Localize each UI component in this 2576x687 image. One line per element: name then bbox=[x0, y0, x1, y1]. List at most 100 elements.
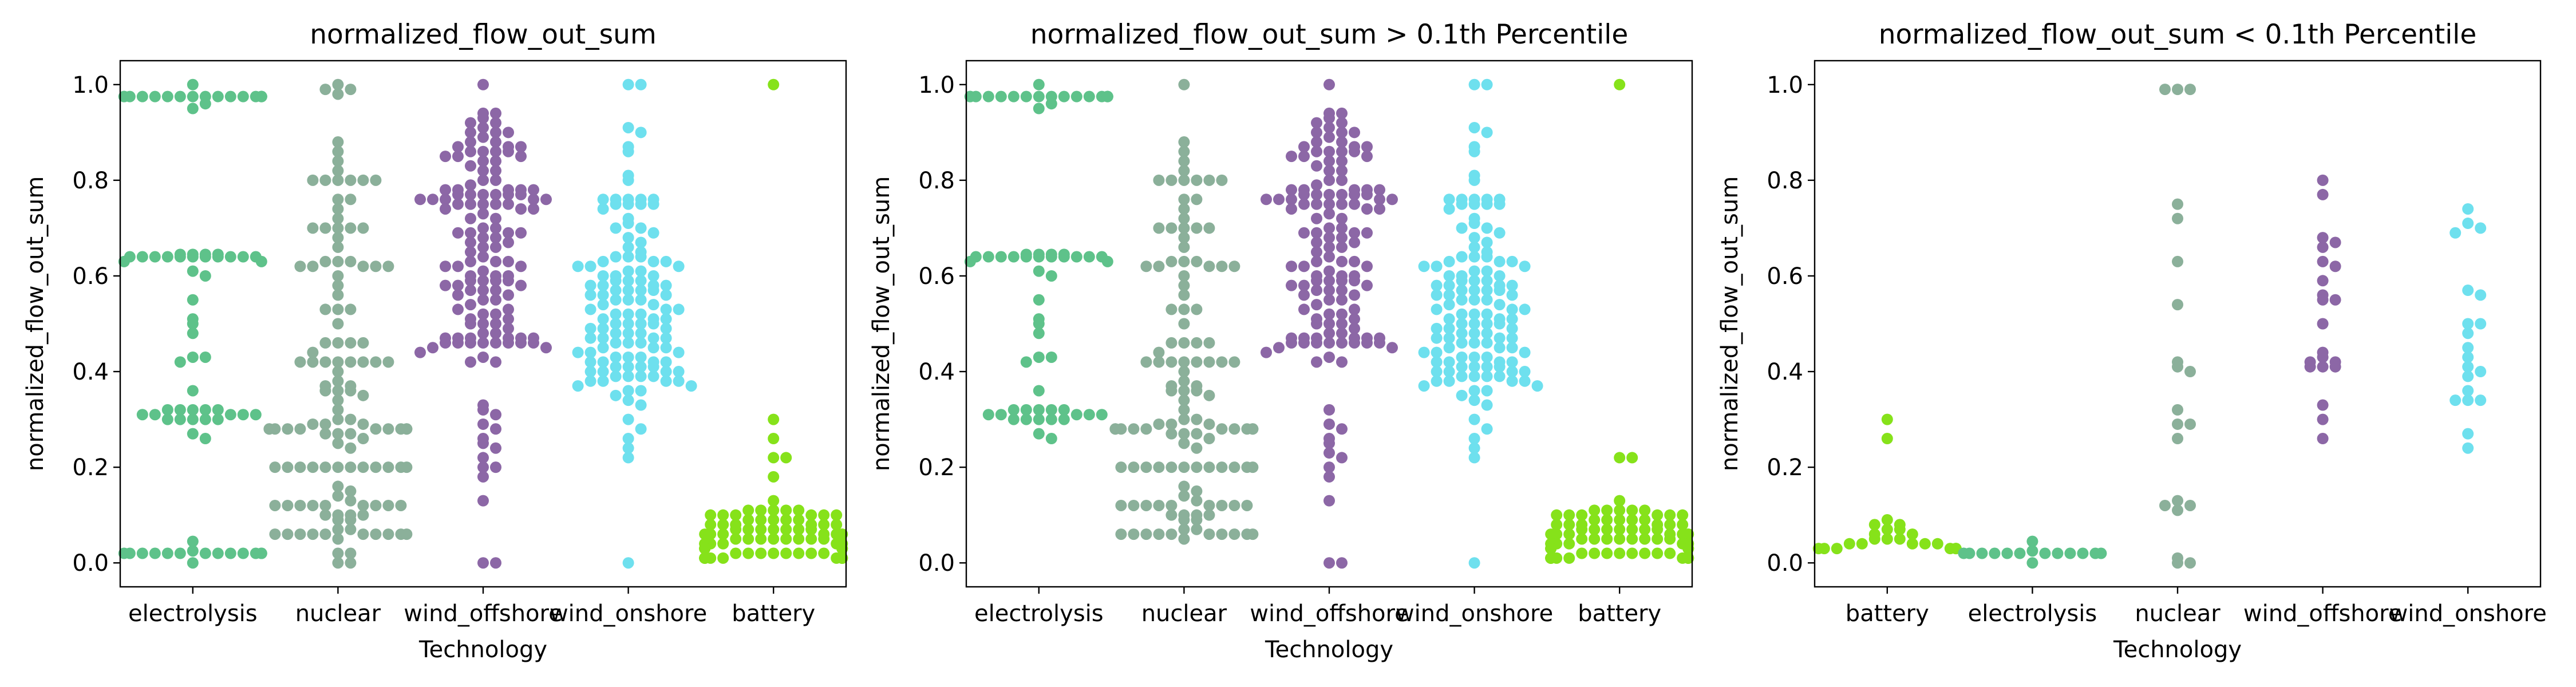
data-point bbox=[332, 461, 344, 473]
data-point bbox=[490, 117, 501, 129]
data-point bbox=[490, 127, 501, 139]
x-tick-label: electrolysis bbox=[1968, 601, 2097, 627]
data-point bbox=[2475, 318, 2487, 330]
data-point bbox=[187, 78, 199, 90]
data-point bbox=[1323, 351, 1335, 363]
data-point bbox=[401, 461, 413, 473]
data-point bbox=[660, 332, 672, 344]
data-point bbox=[401, 528, 413, 540]
data-point bbox=[1165, 255, 1178, 267]
data-point bbox=[382, 528, 394, 540]
data-point bbox=[465, 246, 476, 258]
data-point bbox=[357, 461, 369, 473]
data-point bbox=[818, 519, 830, 531]
data-point bbox=[755, 547, 767, 559]
data-point bbox=[1191, 461, 1203, 473]
data-point bbox=[370, 499, 382, 511]
data-point bbox=[319, 303, 331, 315]
data-point bbox=[768, 433, 780, 445]
series-electrolysis bbox=[964, 78, 1113, 445]
x-tick-label: electrolysis bbox=[974, 601, 1104, 627]
data-point bbox=[370, 356, 382, 368]
data-point bbox=[647, 255, 659, 267]
data-point bbox=[2462, 394, 2474, 406]
data-point bbox=[440, 184, 451, 196]
data-point bbox=[768, 471, 780, 483]
data-point bbox=[2172, 404, 2183, 416]
data-point bbox=[768, 523, 780, 535]
data-point bbox=[1008, 90, 1020, 102]
data-point bbox=[2304, 361, 2316, 373]
data-point bbox=[1323, 241, 1335, 253]
data-point bbox=[1311, 255, 1322, 267]
data-point bbox=[1443, 366, 1455, 378]
data-point bbox=[1083, 251, 1095, 263]
data-point bbox=[174, 90, 186, 102]
data-point bbox=[1323, 461, 1335, 473]
data-point bbox=[1481, 294, 1493, 306]
data-point bbox=[1494, 342, 1506, 354]
data-point bbox=[370, 461, 382, 473]
data-point bbox=[490, 188, 501, 200]
data-point bbox=[477, 404, 489, 416]
data-point bbox=[1203, 222, 1215, 234]
data-point bbox=[465, 179, 476, 191]
data-point bbox=[1431, 356, 1443, 368]
data-point bbox=[673, 303, 685, 315]
data-point bbox=[1494, 318, 1506, 330]
data-point bbox=[1481, 236, 1493, 248]
data-point bbox=[1191, 442, 1203, 454]
data-point bbox=[319, 222, 331, 234]
x-tick-label: wind_offshore bbox=[1250, 601, 1408, 627]
data-point bbox=[1652, 509, 1664, 521]
data-point bbox=[1639, 533, 1651, 545]
data-point bbox=[414, 346, 426, 358]
data-point bbox=[1153, 222, 1165, 234]
data-point bbox=[515, 227, 527, 239]
data-point bbox=[1614, 495, 1626, 507]
data-point bbox=[836, 543, 848, 555]
y-tick-label: 0.0 bbox=[1767, 550, 1803, 577]
data-point bbox=[1286, 260, 1297, 273]
data-point bbox=[212, 90, 224, 102]
data-point bbox=[635, 275, 647, 287]
x-tick-label: nuclear bbox=[1141, 601, 1227, 627]
data-point bbox=[2172, 255, 2183, 267]
data-point bbox=[2475, 394, 2487, 406]
data-point bbox=[1311, 246, 1322, 258]
y-tick-label: 0.4 bbox=[1767, 359, 1803, 385]
data-point bbox=[319, 84, 331, 96]
data-point bbox=[1894, 533, 1906, 545]
data-point bbox=[1481, 78, 1493, 90]
data-point bbox=[332, 404, 344, 416]
data-point bbox=[199, 547, 211, 559]
data-point bbox=[1468, 394, 1480, 406]
data-point bbox=[1033, 102, 1045, 114]
data-point bbox=[584, 279, 596, 291]
data-point bbox=[332, 437, 344, 449]
data-point bbox=[1070, 409, 1082, 421]
data-point bbox=[382, 423, 394, 435]
data-point bbox=[282, 461, 294, 473]
data-point bbox=[780, 452, 792, 464]
data-point bbox=[345, 174, 357, 186]
data-point bbox=[622, 557, 634, 569]
data-point bbox=[1831, 543, 1843, 555]
data-point bbox=[1191, 337, 1203, 349]
data-point bbox=[635, 351, 647, 363]
data-point bbox=[1323, 275, 1335, 287]
data-point bbox=[1273, 194, 1285, 206]
data-point bbox=[1443, 332, 1455, 344]
data-point bbox=[1020, 413, 1032, 425]
data-point bbox=[1336, 155, 1348, 167]
data-point bbox=[1456, 351, 1468, 363]
data-point bbox=[490, 232, 501, 244]
data-point bbox=[477, 437, 489, 449]
data-point bbox=[1191, 413, 1203, 425]
data-point bbox=[1868, 519, 1880, 531]
data-point bbox=[1311, 136, 1322, 148]
data-point bbox=[1191, 385, 1203, 397]
data-point bbox=[307, 356, 319, 368]
data-point bbox=[1228, 260, 1240, 273]
data-point bbox=[1311, 318, 1322, 330]
